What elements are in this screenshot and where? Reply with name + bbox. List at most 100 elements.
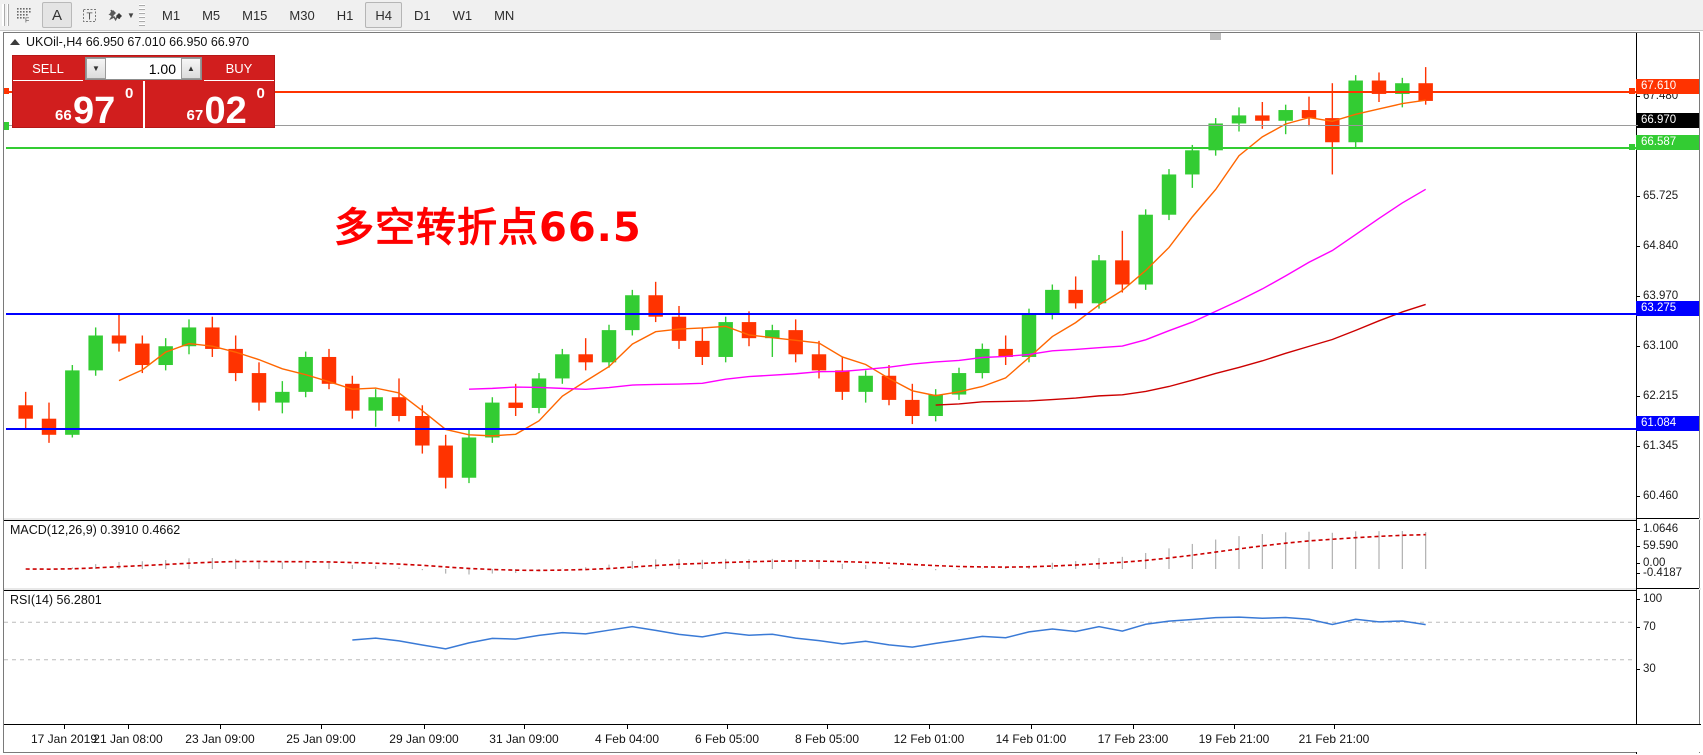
time-axis-tick — [929, 725, 930, 729]
ask-price-pips: 02 — [204, 90, 247, 132]
support-line-blue-upper — [6, 313, 1638, 315]
volume-increase-button[interactable]: ▲ — [181, 58, 201, 79]
price-tick: 61.345 — [1636, 440, 1699, 453]
label-tool-icon[interactable]: T — [74, 2, 104, 28]
collapse-triangle-icon[interactable] — [10, 39, 20, 45]
macd-scale-max: 1.0646 — [1636, 523, 1699, 536]
support-line-blue-lower — [6, 428, 1638, 430]
ask-price-display[interactable]: 67 02 0 — [145, 81, 275, 132]
timeframe-m5[interactable]: M5 — [202, 7, 221, 23]
time-axis-tick — [827, 725, 828, 729]
sell-button[interactable]: SELL — [13, 56, 83, 81]
volume-value[interactable]: 1.00 — [148, 60, 176, 77]
bid-price-pips: 97 — [73, 90, 116, 132]
macd-label: MACD(12,26,9) 0.3910 0.4662 — [10, 523, 181, 537]
oct-top-row: SELL ▼ 1.00 ▲ BUY — [13, 56, 274, 81]
rsi-pane[interactable]: RSI(14) 56.2801 — [4, 590, 1638, 690]
time-axis-label: 29 Jan 09:00 — [389, 732, 459, 746]
time-axis-tick — [321, 725, 322, 729]
one-click-trading-panel[interactable]: SELL ▼ 1.00 ▲ BUY 66 97 0 67 02 0 — [12, 55, 275, 132]
oct-price-row: 66 97 0 67 02 0 — [13, 81, 275, 132]
price-pane[interactable] — [4, 51, 1638, 518]
time-axis-tick — [1334, 725, 1335, 729]
support-green-handle — [1629, 144, 1635, 150]
price-badge: 61.084 — [1636, 416, 1699, 431]
bid-price-display[interactable]: 66 97 0 — [13, 81, 145, 132]
pane-divider-rsi[interactable] — [4, 588, 1701, 590]
price-tick: 64.840 — [1636, 240, 1699, 253]
ask-price-marker — [4, 88, 9, 94]
time-axis-label: 21 Jan 08:00 — [93, 732, 163, 746]
text-tool-glyph: A — [51, 6, 62, 24]
time-axis[interactable]: 17 Jan 2019 21 Jan 08:00 23 Jan 09:00 25 Ja… — [4, 724, 1701, 752]
time-axis-tick — [64, 725, 65, 729]
ask-level-handle — [1629, 88, 1635, 94]
price-tick: 60.460 — [1636, 490, 1699, 503]
price-badge: 66.587 — [1636, 135, 1699, 150]
macd-pane[interactable]: MACD(12,26,9) 0.3910 0.4662 — [4, 520, 1638, 588]
time-axis-label: 17 Jan 2019 — [30, 732, 98, 746]
time-axis-tick — [524, 725, 525, 729]
pane-divider-macd[interactable] — [4, 518, 1701, 520]
ask-price-fraction: 0 — [256, 85, 265, 102]
timeframe-mn[interactable]: MN — [494, 7, 515, 23]
volume-input-group[interactable]: ▼ 1.00 ▲ — [85, 57, 202, 80]
price-badge: 63.275 — [1636, 301, 1699, 316]
chevron-down-icon[interactable]: ▼ — [127, 10, 135, 20]
timeframe-h4[interactable]: H4 — [365, 2, 402, 28]
time-axis-label: 23 Jan 09:00 — [185, 732, 255, 746]
chart-annotation-text: 多空转折点66.5 — [334, 205, 642, 251]
timeframe-m1[interactable]: M1 — [162, 7, 181, 23]
price-badge: 67.610 — [1636, 79, 1699, 94]
timeframe-m30[interactable]: M30 — [289, 7, 315, 23]
text-tool-icon[interactable]: A — [42, 2, 72, 28]
support-line-green — [6, 147, 1638, 149]
time-axis-tick — [128, 725, 129, 729]
time-axis-label: 6 Feb 05:00 — [694, 732, 760, 746]
candlestick-plot — [18, 67, 1433, 489]
time-axis-label: 21 Feb 21:00 — [1298, 732, 1370, 746]
rsi-scale-30: 30 — [1636, 663, 1699, 676]
time-axis-tick — [627, 725, 628, 729]
price-tick: 59.590 — [1636, 540, 1699, 553]
time-axis-tick — [1031, 725, 1032, 729]
time-axis-label: 19 Feb 21:00 — [1198, 732, 1270, 746]
ask-level-line — [6, 91, 1638, 93]
crosshair-grid-icon[interactable]: F — [10, 2, 40, 28]
price-scale[interactable]: 67.480 65.725 64.840 63.970 63.100 62.215 61.3… — [1636, 33, 1699, 754]
price-tick: 65.725 — [1636, 190, 1699, 203]
bid-price-marker — [4, 122, 9, 130]
timeframe-d1[interactable]: D1 — [413, 7, 431, 23]
chart-toolbar: F A T ▼ M1 M5 M15 M30 H1 H4 D1 W1 — [0, 0, 1703, 31]
time-axis-label: 12 Feb 01:00 — [893, 732, 965, 746]
timeframe-m15[interactable]: M15 — [242, 7, 268, 23]
time-axis-label: 14 Feb 01:00 — [995, 732, 1067, 746]
objects-dropdown-icon[interactable]: ▼ — [106, 2, 136, 28]
buy-button[interactable]: BUY — [204, 56, 274, 81]
time-axis-label: 25 Jan 09:00 — [286, 732, 356, 746]
macd-scale-min: -0.4187 — [1636, 567, 1699, 580]
time-axis-label: 8 Feb 05:00 — [794, 732, 860, 746]
timeframe-group-grip[interactable] — [139, 4, 145, 26]
timeframe-h1[interactable]: H1 — [336, 7, 354, 23]
ask-price-whole: 67 — [186, 107, 204, 124]
price-badge: 66.970 — [1636, 113, 1699, 128]
macd-scale-zero: 0.00 — [1636, 557, 1699, 570]
chart-header: UKOil-,H4 66.950 67.010 66.950 66.970 — [4, 33, 249, 51]
bid-price-fraction: 0 — [125, 85, 134, 102]
chart-scroll-tab[interactable] — [1210, 33, 1221, 40]
macd-plot — [25, 531, 1427, 575]
volume-decrease-button[interactable]: ▼ — [86, 58, 106, 79]
timeframe-w1[interactable]: W1 — [452, 7, 473, 23]
rsi-scale-70: 70 — [1636, 621, 1699, 634]
time-axis-tick — [1133, 725, 1134, 729]
svg-text:F: F — [25, 18, 29, 24]
rsi-plot — [4, 616, 1638, 661]
chart-symbol-ohlc: UKOil-,H4 66.950 67.010 66.950 66.970 — [26, 35, 250, 49]
time-axis-tick — [727, 725, 728, 729]
toolbar-drag-grip[interactable] — [2, 4, 9, 26]
chart-area: UKOil-,H4 66.950 67.010 66.950 66.970 多空… — [3, 32, 1701, 754]
price-tick: 63.100 — [1636, 340, 1699, 353]
svg-text:T: T — [86, 11, 92, 22]
